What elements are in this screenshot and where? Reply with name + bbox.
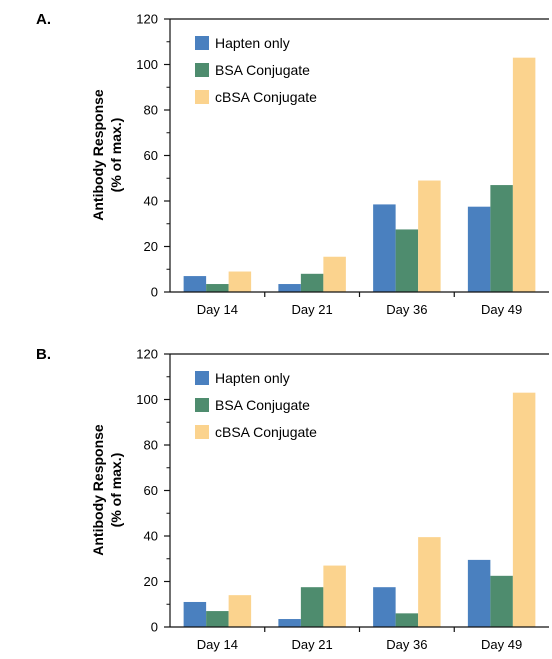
bar-b-s2-c2 — [418, 537, 441, 627]
legend-label-a-0: Hapten only — [215, 35, 290, 51]
y-tick-label-b-1: 20 — [144, 574, 158, 589]
y-axis-title-a: Antibody Response (% of max.) — [90, 89, 124, 221]
bar-b-s0-c0 — [183, 601, 207, 627]
legend-label-a-1: BSA Conjugate — [215, 62, 310, 78]
bar-b-s0-c2 — [373, 587, 396, 627]
plot-area-a: 0 20 40 60 80 100 120 Day 14 Day 21 Day 36 Day 49 H… — [136, 12, 549, 317]
legend-label-b-1: BSA Conjugate — [215, 397, 310, 413]
bar-a-s2-c2 — [418, 180, 441, 292]
bar-a-s1-c0 — [206, 284, 229, 292]
y-tick-label-b-0: 0 — [151, 620, 158, 635]
plot-area-b: 0 20 40 60 80 100 120 Day 14 Day 21 Day 36 Day 49 H… — [136, 347, 549, 652]
bar-b-s1-c3 — [490, 575, 513, 627]
bar-a-s2-c3 — [512, 57, 536, 292]
legend-label-b-2: cBSA Conjugate — [215, 424, 317, 440]
y-tick-label-b-4: 80 — [144, 438, 158, 453]
y-axis-title-line2-a: (% of max.) — [108, 118, 124, 193]
x-tick-label-b-2: Day 36 — [386, 637, 427, 652]
bar-b-s0-c3 — [467, 559, 491, 627]
bar-b-s1-c2 — [395, 613, 419, 627]
bar-a-s0-c3 — [467, 206, 491, 292]
bar-b-s2-c0 — [228, 595, 252, 627]
y-tick-label-a-4: 80 — [144, 103, 158, 118]
y-axis-title-b: Antibody Response (% of max.) — [90, 424, 124, 556]
bar-b-s2-c3 — [512, 392, 536, 627]
y-tick-label-a-6: 120 — [136, 12, 158, 27]
bar-b-s1-c1 — [300, 587, 324, 627]
legend-label-a-2: cBSA Conjugate — [215, 89, 317, 105]
x-tick-label-a-2: Day 36 — [386, 302, 427, 317]
x-tick-label-b-3: Day 49 — [481, 637, 522, 652]
bar-a-s0-c2 — [373, 204, 396, 292]
y-tick-label-a-1: 20 — [144, 239, 158, 254]
legend-swatch-a-2 — [195, 90, 209, 104]
chart-panel-b: B. Antibody Response (% of max.) 0 20 40 60… — [0, 327, 552, 654]
x-tick-label-a-3: Day 49 — [481, 302, 522, 317]
chart-panel-a: A. Antibody Response (% of max.) 0 20 40 60… — [0, 0, 552, 327]
y-tick-label-a-0: 0 — [151, 285, 158, 300]
y-axis-title-line1-a: Antibody Response — [90, 89, 106, 221]
y-tick-label-a-3: 60 — [144, 148, 158, 163]
legend-swatch-b-1 — [195, 398, 209, 412]
legend-swatch-a-0 — [195, 36, 209, 50]
x-tick-label-a-0: Day 14 — [197, 302, 238, 317]
legend-label-b-0: Hapten only — [215, 370, 290, 386]
y-tick-label-b-6: 120 — [136, 347, 158, 362]
x-tick-label-b-0: Day 14 — [197, 637, 238, 652]
bar-b-s0-c1 — [278, 619, 301, 627]
bar-a-s0-c0 — [183, 276, 207, 292]
bar-a-s0-c1 — [278, 284, 301, 292]
bar-a-s1-c2 — [395, 229, 419, 292]
x-tick-label-b-1: Day 21 — [292, 637, 333, 652]
chart-a-svg: A. Antibody Response (% of max.) 0 20 40 60… — [36, 11, 549, 317]
y-axis-title-line2-b: (% of max.) — [108, 453, 124, 528]
legend-swatch-b-0 — [195, 371, 209, 385]
bar-b-s2-c1 — [323, 565, 346, 627]
y-tick-label-a-5: 100 — [136, 57, 158, 72]
bar-a-s1-c1 — [300, 273, 324, 292]
y-tick-label-a-2: 40 — [144, 194, 158, 209]
bar-b-s1-c0 — [206, 611, 229, 627]
x-tick-label-a-1: Day 21 — [292, 302, 333, 317]
legend-swatch-a-1 — [195, 63, 209, 77]
panel-label-a: A. — [36, 11, 51, 28]
bar-a-s1-c3 — [490, 185, 513, 292]
panel-label-b: B. — [36, 346, 51, 363]
y-tick-label-b-3: 60 — [144, 483, 158, 498]
bar-a-s2-c0 — [228, 271, 252, 292]
legend-swatch-b-2 — [195, 425, 209, 439]
bar-a-s2-c1 — [323, 256, 346, 292]
y-tick-label-b-5: 100 — [136, 392, 158, 407]
y-tick-label-b-2: 40 — [144, 529, 158, 544]
y-axis-title-line1-b: Antibody Response — [90, 424, 106, 556]
chart-b-svg: B. Antibody Response (% of max.) 0 20 40 60… — [36, 346, 549, 652]
